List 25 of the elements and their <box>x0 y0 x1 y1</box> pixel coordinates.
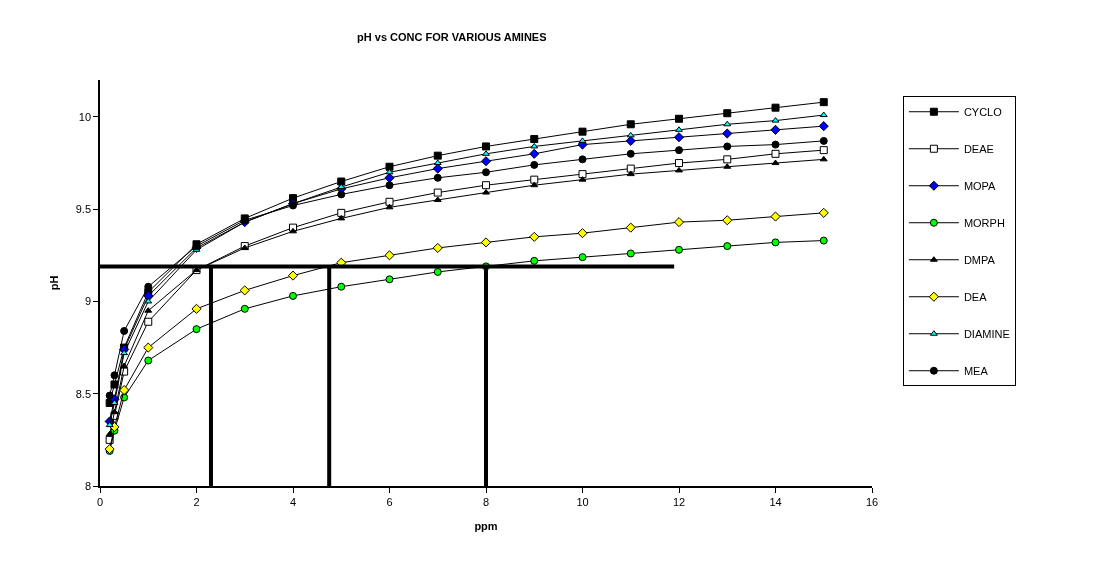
x-tick-label: 8 <box>482 495 490 508</box>
x-tick-label: 16 <box>865 495 879 508</box>
x-axis-title: ppm <box>474 519 498 532</box>
legend-label: DEAE <box>963 143 994 156</box>
y-tick-label: 9 <box>84 295 92 308</box>
legend-label: DMPA <box>963 254 996 267</box>
legend-label: MOPA <box>963 180 997 193</box>
y-tick-label: 10 <box>78 110 92 123</box>
x-tick-label: 14 <box>769 495 782 508</box>
legend-label: MEA <box>963 365 989 378</box>
chart-title: pH vs CONC FOR VARIOUS AMINES <box>357 31 547 44</box>
x-tick-label: 10 <box>576 495 589 508</box>
x-tick-label: 6 <box>386 495 393 508</box>
legend-label: MORPH <box>963 217 1005 230</box>
legend-label: DIAMINE <box>963 328 1010 341</box>
legend-label: DEA <box>963 291 988 304</box>
x-tick-label: 2 <box>193 495 200 508</box>
x-tick-label: 0 <box>96 495 104 508</box>
legend-label: CYCLO <box>963 106 1003 119</box>
y-axis-title: pH <box>47 275 60 291</box>
y-tick-label: 8 <box>84 479 92 492</box>
x-tick-label: 12 <box>672 495 686 508</box>
x-tick-label: 4 <box>289 495 297 508</box>
y-tick-label: 9.5 <box>75 203 92 216</box>
y-tick-label: 8.5 <box>75 387 92 400</box>
